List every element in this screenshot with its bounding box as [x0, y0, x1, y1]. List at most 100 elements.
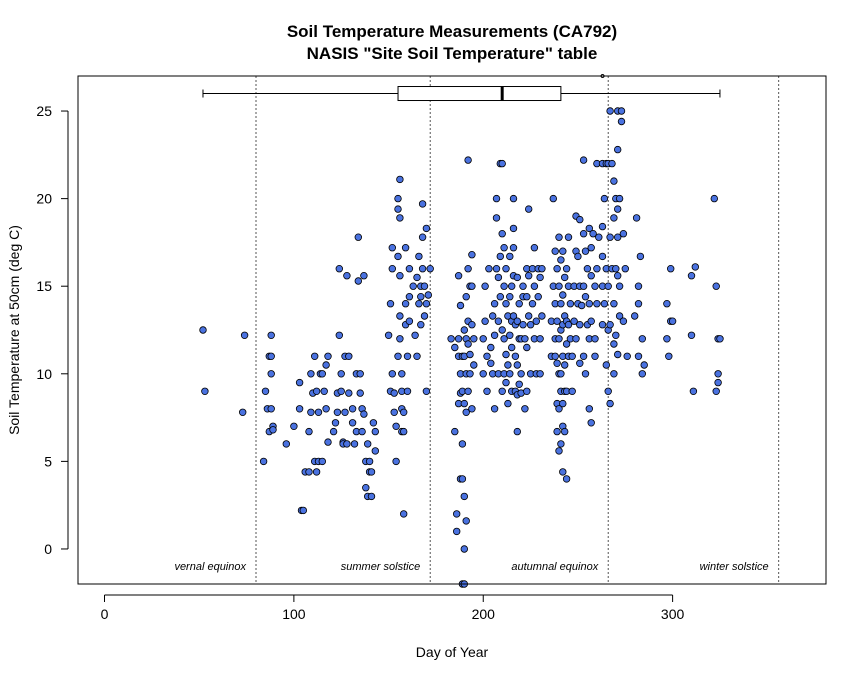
data-point [502, 350, 510, 359]
data-point [619, 317, 628, 325]
y-axis-label: Soil Temperature at 50cm (deg C) [6, 225, 22, 435]
data-point [591, 282, 599, 290]
data-point [606, 321, 614, 329]
data-point [506, 331, 514, 339]
data-point [561, 273, 569, 282]
data-point [528, 300, 537, 308]
data-point [492, 265, 501, 273]
data-point [585, 224, 593, 233]
data-point [600, 194, 609, 203]
data-point [538, 265, 546, 273]
data-point [636, 252, 645, 261]
data-point [579, 229, 588, 238]
data-point [691, 263, 699, 271]
data-point [409, 282, 417, 290]
data-point [638, 335, 646, 343]
data-point [464, 156, 472, 164]
data-point [468, 321, 476, 329]
data-point [337, 370, 345, 378]
data-point [498, 159, 506, 168]
data-point [502, 378, 510, 387]
y-tick-label: 5 [44, 453, 52, 469]
data-point [523, 343, 531, 352]
data-point [267, 405, 275, 413]
x-tick-label: 100 [282, 606, 306, 622]
data-point [714, 370, 722, 378]
data-point [663, 300, 671, 308]
data-point [523, 387, 531, 395]
data-point [555, 447, 563, 455]
data-point [570, 317, 578, 325]
data-point [267, 331, 275, 339]
data-point [464, 265, 472, 273]
data-point [615, 282, 624, 290]
data-point [509, 243, 518, 252]
data-point [458, 440, 467, 448]
data-point [238, 408, 247, 416]
data-point [638, 370, 646, 378]
data-point [517, 370, 525, 378]
data-point [568, 387, 576, 395]
data-point [614, 350, 622, 359]
data-point [523, 293, 531, 301]
data-point [598, 252, 607, 261]
data-point [509, 312, 518, 320]
data-point [525, 205, 533, 213]
data-point [420, 282, 429, 290]
data-point [587, 419, 595, 427]
data-point [519, 321, 527, 329]
data-point [400, 427, 408, 436]
data-point [460, 492, 468, 501]
reference-line-label: winter solstice [700, 561, 769, 573]
data-point [502, 300, 510, 308]
data-point [324, 352, 332, 360]
y-axis: 0 5 10 15 20 25 [36, 103, 69, 557]
x-tick-label: 300 [661, 606, 685, 622]
data-point [487, 343, 495, 352]
data-point [201, 387, 209, 395]
data-point [572, 335, 580, 343]
data-point [579, 156, 588, 164]
data-point [513, 361, 521, 369]
data-point [311, 352, 319, 360]
data-point [490, 300, 499, 308]
data-point [640, 361, 648, 369]
data-point [634, 300, 643, 308]
data-point [574, 252, 582, 261]
data-point [329, 427, 338, 436]
data-point [614, 145, 622, 154]
data-point [612, 331, 620, 339]
data-point [362, 484, 370, 492]
data-point [259, 457, 268, 466]
data-point [485, 265, 493, 273]
data-point [462, 517, 470, 525]
data-point [593, 265, 601, 273]
data-point [267, 352, 275, 360]
chart-title: Soil Temperature Measurements (CA792) [287, 22, 617, 41]
data-point [398, 370, 406, 378]
data-point [418, 200, 427, 208]
data-point [345, 389, 353, 397]
data-point [513, 273, 521, 282]
data-point [587, 243, 595, 252]
plot-frame [77, 75, 827, 585]
data-point [318, 457, 326, 466]
data-point [401, 300, 410, 308]
data-point [604, 282, 612, 290]
data-point [509, 194, 518, 203]
data-point [598, 222, 607, 231]
data-point [400, 510, 408, 518]
data-point [199, 326, 207, 334]
data-point [562, 340, 571, 348]
data-point [424, 291, 432, 299]
data-point [610, 300, 618, 308]
data-point [623, 352, 631, 360]
data-point [608, 159, 616, 168]
data-point [553, 317, 561, 325]
data-point [360, 410, 368, 418]
data-point [403, 352, 412, 360]
data-point [392, 422, 400, 430]
data-point [526, 321, 535, 329]
data-point [559, 247, 567, 255]
data-point [422, 300, 431, 308]
